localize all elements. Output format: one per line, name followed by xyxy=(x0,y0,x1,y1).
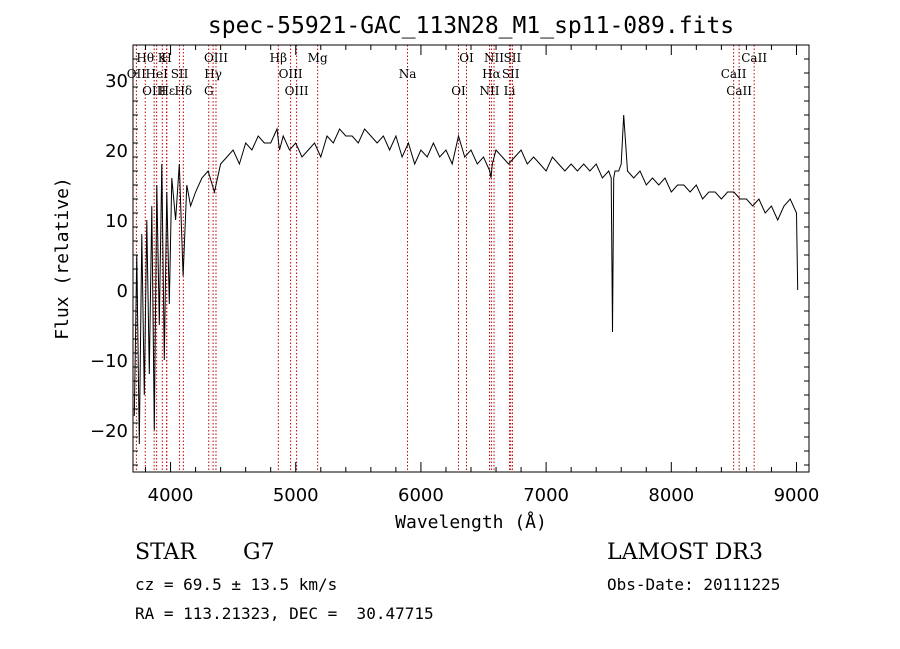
line-marker-label: SII xyxy=(504,51,522,65)
line-marker-label: OII xyxy=(127,67,147,81)
y-tick-label: 30 xyxy=(105,71,128,92)
x-axis-label: Wavelength (Å) xyxy=(395,511,547,533)
x-tick-label: 7000 xyxy=(523,485,569,506)
coordinates: RA = 113.21323, DEC = 30.47715 xyxy=(135,604,434,623)
survey-name: LAMOST DR3 xyxy=(607,540,763,565)
line-marker-label: Mg xyxy=(308,51,328,65)
line-marker-label: SII xyxy=(502,67,520,81)
redshift-value: cz = 69.5 ± 13.5 km/s xyxy=(135,575,338,594)
line-marker-label: Na xyxy=(399,67,417,81)
y-tick-label: 20 xyxy=(105,141,128,162)
line-marker-label: G xyxy=(204,84,214,98)
y-tick-label: −20 xyxy=(90,421,128,442)
line-marker-label: CaII xyxy=(726,84,752,98)
line-marker-label: OIII xyxy=(204,51,228,65)
line-marker-label: OIII xyxy=(285,84,309,98)
plot-frame xyxy=(132,44,810,473)
line-marker-label: Hβ xyxy=(270,51,287,65)
line-marker-label: OIII xyxy=(279,67,303,81)
line-marker-label: OI xyxy=(459,51,474,65)
x-tick-label: 6000 xyxy=(398,485,444,506)
line-marker-label: Hε xyxy=(158,84,175,98)
object-class: STAR xyxy=(135,540,196,565)
line-marker-label: OIII xyxy=(142,84,166,98)
line-marker-label: SII xyxy=(171,67,189,81)
line-marker-label: NII xyxy=(484,51,504,65)
object-subclass: G7 xyxy=(243,540,275,565)
line-marker-label: Hγ xyxy=(204,67,222,81)
spectrum-series xyxy=(133,114,799,445)
line-marker-label: K xyxy=(158,51,168,65)
line-marker-label: Hδ xyxy=(174,84,192,98)
y-axis-label: Flux (relative) xyxy=(52,177,73,340)
chart-title: spec-55921-GAC_113N28_M1_sp11-089.fits xyxy=(208,13,734,39)
x-tick-label: 5000 xyxy=(273,485,319,506)
y-tick-label: 0 xyxy=(117,281,128,302)
y-tick-label: 10 xyxy=(105,211,128,232)
line-marker-label: H xyxy=(161,51,171,65)
line-marker-label: HeI xyxy=(146,67,169,81)
x-tick-label: 4000 xyxy=(148,485,194,506)
line-marker-label: OI xyxy=(451,84,466,98)
obs-date: Obs-Date: 20111225 xyxy=(607,575,781,594)
y-tick-label: −10 xyxy=(90,351,128,372)
x-tick-label: 9000 xyxy=(774,485,820,506)
line-marker-label: NII xyxy=(480,84,500,98)
line-marker-label: Li xyxy=(504,84,516,98)
line-marker-label: Hθ xyxy=(136,51,154,65)
line-marker-label: CaII xyxy=(721,67,747,81)
x-tick-label: 8000 xyxy=(648,485,694,506)
line-marker-label: Hα xyxy=(482,67,501,81)
line-marker-label: CaII xyxy=(741,51,767,65)
